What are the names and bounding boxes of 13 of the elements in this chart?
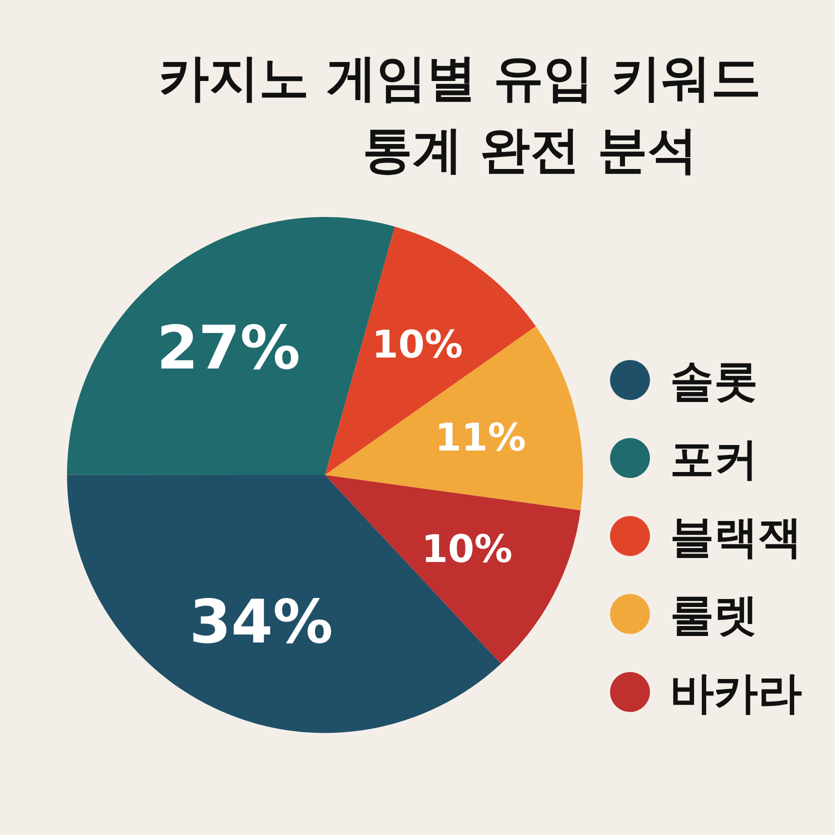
chart-title: 카지노 게임별 유입 키워드 통계 완전 분석: [158, 49, 762, 179]
legend-label: 블랙잭: [670, 512, 802, 563]
pie-slice: [325, 226, 536, 475]
data-label: 34%: [189, 588, 333, 658]
data-label: 10%: [421, 527, 512, 571]
data-label: 10%: [372, 322, 463, 367]
legend-label: 포커: [670, 434, 758, 485]
legend-label: 솔롯: [670, 356, 758, 407]
legend-label: 바카라: [670, 668, 802, 719]
data-label: 11%: [434, 416, 526, 460]
data-label: 27%: [156, 313, 300, 384]
pie-slice: [325, 326, 583, 510]
legend-label: 룰렛: [670, 590, 758, 641]
